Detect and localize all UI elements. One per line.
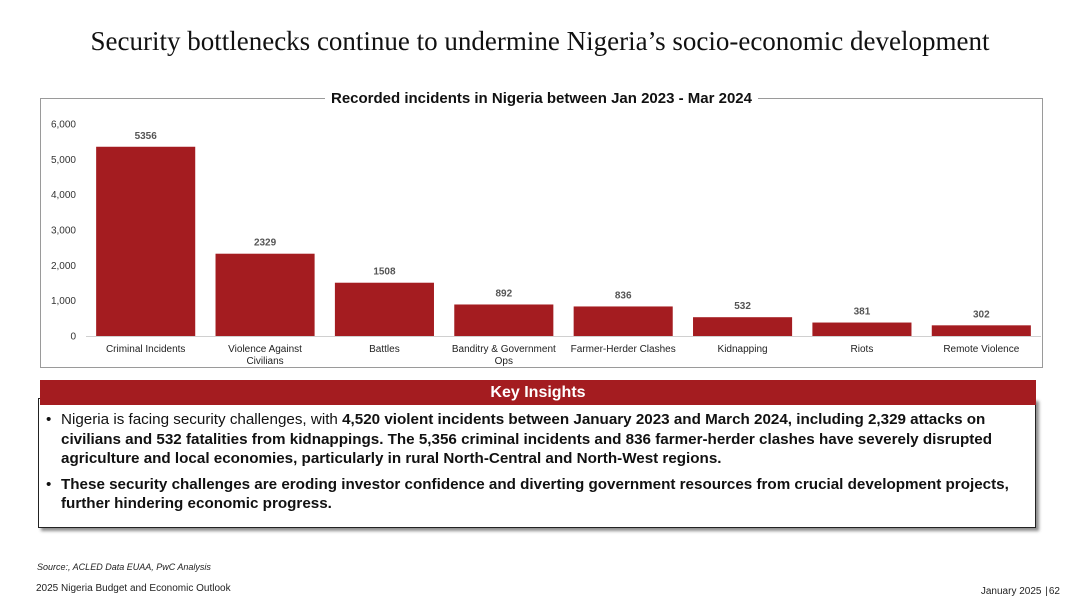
footer-date: January 2025: [980, 586, 1042, 597]
insight-2-bold: These security challenges are eroding in…: [61, 475, 1009, 513]
insight-1-bold: 4,520 violent incidents between January …: [61, 411, 993, 467]
bar-value-label: 1508: [373, 267, 396, 278]
insights-list: • Nigeria is facing security challenges,…: [39, 410, 1035, 514]
bar-value-label: 892: [495, 288, 512, 299]
bullet-dot-icon: •: [46, 475, 52, 493]
x-category-label: Remote Violence: [943, 344, 1019, 355]
bar-3: [334, 282, 434, 336]
insights-box: • Nigeria is facing security challenges,…: [38, 398, 1036, 528]
bullet-dot-icon: •: [46, 411, 52, 428]
bar-2: [215, 253, 315, 336]
insight-bullet-1: • Nigeria is facing security challenges,…: [46, 410, 1023, 469]
bar-7: [812, 322, 912, 336]
y-tick-label: 3,000: [51, 226, 76, 237]
y-tick-label: 1,000: [51, 296, 76, 307]
source-note: Source:, ACLED Data EUAA, PwC Analysis: [37, 562, 211, 572]
y-tick-label: 6,000: [51, 120, 76, 131]
footer-report-name: 2025 Nigeria Budget and Economic Outlook: [36, 583, 231, 594]
x-category-label: Banditry & Government: [452, 344, 556, 355]
insight-bullet-2: • These security challenges are eroding …: [46, 475, 1023, 514]
y-tick-label: 0: [70, 332, 76, 343]
x-category-label: Riots: [851, 344, 874, 355]
bar-value-label: 5356: [135, 131, 158, 142]
y-tick-label: 2,000: [51, 261, 76, 272]
bar-value-label: 2329: [254, 238, 277, 249]
bar-value-label: 381: [854, 307, 871, 318]
x-category-label: Violence Against: [228, 344, 302, 355]
x-category-label: Farmer-Herder Clashes: [571, 344, 676, 355]
footer-separator: |: [1042, 586, 1048, 597]
footer-page-number: 62: [1048, 586, 1060, 597]
x-category-label: Kidnapping: [718, 344, 768, 355]
chart-title-wrap: Recorded incidents in Nigeria between Ja…: [41, 89, 1042, 109]
bar-1: [96, 146, 196, 336]
x-category-label: Civilians: [246, 356, 283, 367]
y-tick-label: 4,000: [51, 190, 76, 201]
footer-date-page: January 2025 |62: [981, 586, 1060, 597]
chart-panel: Recorded incidents in Nigeria between Ja…: [40, 90, 1043, 368]
x-category-label: Ops: [495, 356, 513, 367]
y-tick-label: 5,000: [51, 155, 76, 166]
bar-8: [931, 325, 1031, 336]
x-category-label: Battles: [369, 344, 400, 355]
bar-chart: 0 1,000 2,000 3,000 4,000 5,000 6,000 5356 Crimi…: [51, 120, 1041, 367]
bar-5: [573, 306, 673, 336]
bar-4: [454, 304, 554, 336]
bar-value-label: 836: [615, 290, 632, 301]
bar-value-label: 302: [973, 309, 990, 320]
bar-value-label: 532: [734, 301, 751, 312]
insight-1-plain: Nigeria is facing security challenges, w…: [61, 411, 343, 428]
chart-title: Recorded incidents in Nigeria between Ja…: [325, 90, 758, 107]
x-category-label: Criminal Incidents: [106, 344, 185, 355]
bar-6: [693, 317, 793, 336]
insights-header: Key Insights: [40, 380, 1036, 405]
page-title: Security bottlenecks continue to undermi…: [90, 26, 990, 56]
